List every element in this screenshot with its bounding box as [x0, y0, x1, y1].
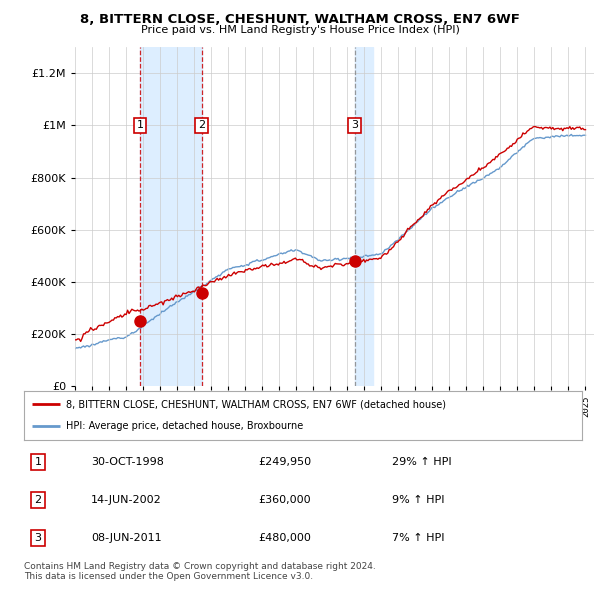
Text: 30-OCT-1998: 30-OCT-1998	[91, 457, 164, 467]
Bar	[140, 47, 202, 386]
Text: 3: 3	[34, 533, 41, 543]
Text: 9% ↑ HPI: 9% ↑ HPI	[392, 495, 445, 505]
Text: 7% ↑ HPI: 7% ↑ HPI	[392, 533, 445, 543]
Text: 1: 1	[34, 457, 41, 467]
Text: £480,000: £480,000	[259, 533, 311, 543]
Text: 14-JUN-2002: 14-JUN-2002	[91, 495, 162, 505]
Text: Price paid vs. HM Land Registry's House Price Index (HPI): Price paid vs. HM Land Registry's House …	[140, 25, 460, 35]
Text: 1: 1	[137, 120, 143, 130]
Text: 2: 2	[198, 120, 205, 130]
Text: 29% ↑ HPI: 29% ↑ HPI	[392, 457, 452, 467]
Text: 8, BITTERN CLOSE, CHESHUNT, WALTHAM CROSS, EN7 6WF: 8, BITTERN CLOSE, CHESHUNT, WALTHAM CROS…	[80, 13, 520, 26]
Text: 3: 3	[351, 120, 358, 130]
Text: 08-JUN-2011: 08-JUN-2011	[91, 533, 161, 543]
Text: £249,950: £249,950	[259, 457, 311, 467]
Text: Contains HM Land Registry data © Crown copyright and database right 2024.
This d: Contains HM Land Registry data © Crown c…	[24, 562, 376, 581]
Bar	[355, 47, 373, 386]
Text: HPI: Average price, detached house, Broxbourne: HPI: Average price, detached house, Brox…	[66, 421, 303, 431]
Text: 8, BITTERN CLOSE, CHESHUNT, WALTHAM CROSS, EN7 6WF (detached house): 8, BITTERN CLOSE, CHESHUNT, WALTHAM CROS…	[66, 399, 446, 409]
Text: 2: 2	[34, 495, 41, 505]
Text: £360,000: £360,000	[259, 495, 311, 505]
